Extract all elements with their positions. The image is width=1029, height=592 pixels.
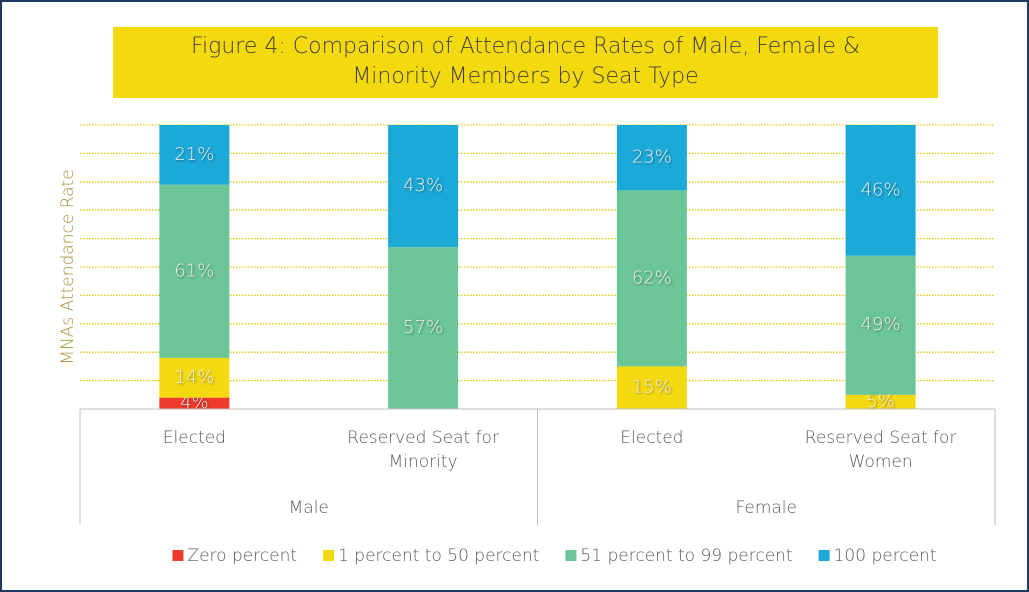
chart-title: Figure 4: Comparison of Attendance Rates… xyxy=(190,34,860,89)
x-tick-label: Elected xyxy=(162,428,226,448)
bar-segment xyxy=(388,247,459,409)
bar-segment xyxy=(845,394,916,409)
bar-segment xyxy=(845,125,916,256)
x-tick-label-box: Reserved Seat for Women xyxy=(804,428,957,472)
legend-swatch xyxy=(565,550,577,561)
bar-segment xyxy=(845,255,916,395)
bar-segment xyxy=(616,366,687,409)
bar-segment xyxy=(159,125,230,185)
x-tick-label-box: Elected xyxy=(162,428,226,448)
x-tick-label: Elected xyxy=(620,428,684,448)
y-axis-label: MNAs Attendance Rate xyxy=(58,169,78,364)
data-label: 49% xyxy=(861,314,901,335)
legend-swatch xyxy=(172,550,184,561)
data-label: 23% xyxy=(632,147,672,168)
bar-segment xyxy=(159,184,230,358)
bar-segment xyxy=(616,125,687,191)
title-wrap: Figure 4: Comparison of Attendance Rates… xyxy=(190,34,860,89)
x-tick-label-box: Reserved Seat for Minority xyxy=(347,428,499,472)
data-label: 21% xyxy=(174,144,214,165)
group-label: Female xyxy=(736,498,797,518)
data-label: 5% xyxy=(866,391,895,412)
x-tick-label: Reserved Seat for Minority xyxy=(347,428,499,472)
x-tick-label: Reserved Seat for Women xyxy=(804,428,957,472)
data-label: 62% xyxy=(632,267,672,288)
legend-label: 1 percent to 50 percent xyxy=(338,546,539,566)
data-label: 15% xyxy=(632,377,672,398)
data-label: 43% xyxy=(403,175,443,196)
group-label: Male xyxy=(289,498,329,518)
x-tick-label-box: Elected xyxy=(620,428,684,448)
data-label: 46% xyxy=(861,179,901,200)
legend-label: 51 percent to 99 percent xyxy=(580,546,792,566)
data-label: 14% xyxy=(174,367,214,388)
data-label: 57% xyxy=(403,317,443,338)
bar-segment xyxy=(159,357,230,398)
legend-swatch xyxy=(818,550,830,561)
legend-swatch xyxy=(323,550,335,561)
title-box xyxy=(113,27,938,98)
data-label: 61% xyxy=(174,260,214,281)
legend-label: 100 percent xyxy=(834,546,937,566)
bar-segment xyxy=(388,125,459,248)
bar-segment xyxy=(159,397,230,409)
bar-segment xyxy=(616,190,687,367)
legend-label: Zero percent xyxy=(187,546,297,566)
